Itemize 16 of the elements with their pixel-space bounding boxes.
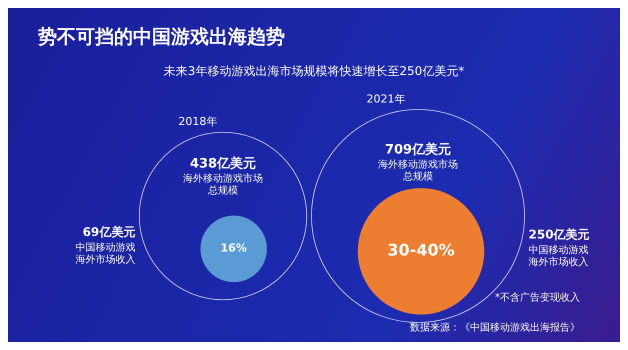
- text: 中国移动游戏海外市场收入: [528, 244, 589, 268]
- source-note: 数据来源：《中国移动游戏出海报告》: [410, 322, 580, 334]
- text: 海外移动游戏市场总规模: [378, 160, 458, 183]
- category-label: 2021年: [366, 92, 406, 106]
- data-label: 438亿美元: [190, 155, 256, 172]
- category-label: 2018年: [178, 115, 218, 128]
- text: 16%: [220, 242, 247, 255]
- legend-label: 海外移动游戏市场总规模: [183, 172, 263, 197]
- text: 未来3年移动游戏出海市场规模将快速增长至250亿美元*: [164, 64, 464, 78]
- text: *不含广告变现收入: [495, 292, 580, 304]
- data-label: 709亿美元: [384, 141, 452, 158]
- text: 势不可挡的中国游戏出海趋势: [37, 26, 285, 48]
- data-label: 250亿美元: [528, 227, 590, 242]
- text: 30-40%: [387, 240, 455, 260]
- text: 中国移动游戏海外市场收入: [75, 241, 136, 266]
- data-label: 69亿美元: [82, 224, 136, 239]
